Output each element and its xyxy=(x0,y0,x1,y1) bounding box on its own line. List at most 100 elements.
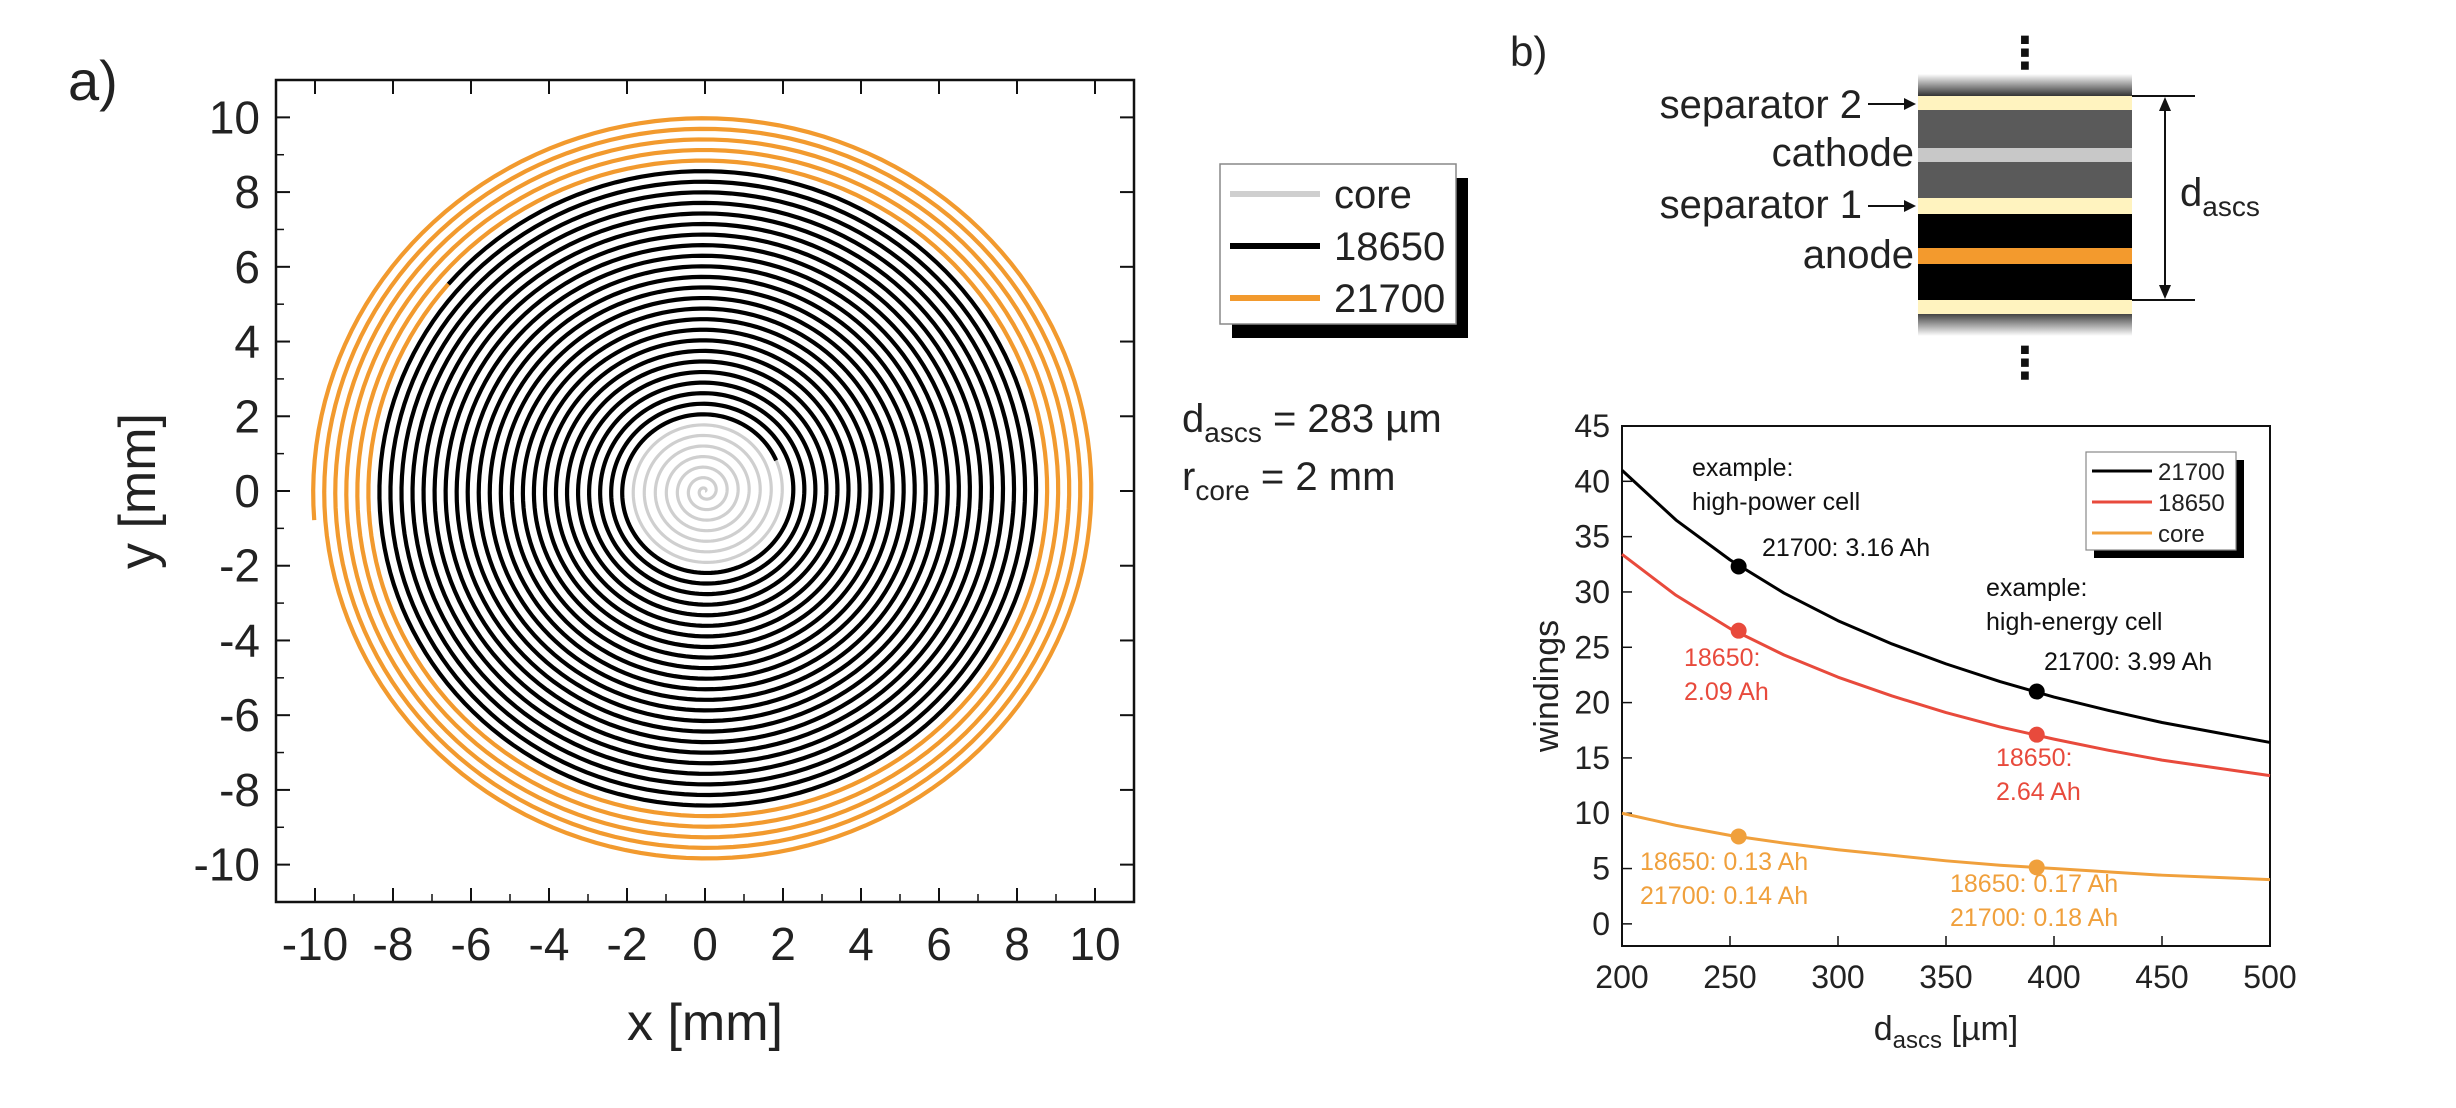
dimension-subscript: ascs xyxy=(2202,191,2260,222)
y-tick-label: -8 xyxy=(219,764,260,816)
panel-b-curves xyxy=(1620,469,2271,882)
annot-he-title-2: high-energy cell xyxy=(1986,608,2163,636)
y-tick-label: -6 xyxy=(219,689,260,741)
curve-core xyxy=(1621,811,2271,882)
x-tick-label: -6 xyxy=(451,918,492,970)
annot-he-18650-line2: 2.64 Ah xyxy=(1996,778,2081,806)
panel-a-y-axis-label: y [mm] xyxy=(109,413,167,569)
y-tick-label: -2 xyxy=(219,540,260,592)
y-tick-label: 0 xyxy=(234,465,260,517)
panel-a: a) -10 -8 -6 -4 -2 0 2 4 6 8 10-10-8-6-4-20246810 … xyxy=(68,49,1468,1052)
param-r-subscript: core xyxy=(1195,475,1249,506)
param-d-ascs: dascs = 283 µm xyxy=(1182,397,1442,448)
stack-fade-top xyxy=(1918,74,2132,96)
layer-separator-next xyxy=(1918,300,2132,314)
y-tick-label: 6 xyxy=(234,241,260,293)
b-y-tick-label: 10 xyxy=(1574,795,1610,831)
x-tick-label: 8 xyxy=(1004,918,1030,970)
x-tick-label: 6 xyxy=(926,918,952,970)
data-point-marker xyxy=(1730,558,1747,575)
data-point-marker xyxy=(2028,859,2045,876)
x-axis-symbol: d xyxy=(1874,1010,1893,1048)
annot-hp-core-line1: 18650: 0.13 Ah xyxy=(1640,848,1808,876)
y-tick-label: 2 xyxy=(234,390,260,442)
stack-dots-top: ⋮ xyxy=(2003,29,2047,78)
annot-he-18650-line1: 18650: xyxy=(1996,744,2072,772)
b-y-tick-label: 15 xyxy=(1574,740,1610,776)
legend-label-21700: 21700 xyxy=(1334,277,1445,321)
arrowhead-separator-2 xyxy=(1904,98,1916,110)
x-tick-label: -8 xyxy=(373,918,414,970)
annot-hp-18650-line1: 18650: xyxy=(1684,644,1760,672)
x-tick-label: -10 xyxy=(282,918,348,970)
b-y-tick-label: 5 xyxy=(1592,851,1610,887)
b-y-tick-label: 20 xyxy=(1574,685,1610,721)
b-x-tick-label: 450 xyxy=(2135,959,2188,995)
dimension-symbol: d xyxy=(2180,171,2202,215)
param-d-symbol: d xyxy=(1182,397,1204,441)
panel-a-x-axis-label: x [mm] xyxy=(627,994,783,1052)
x-tick-label: 2 xyxy=(770,918,796,970)
annot-hp-title-2: high-power cell xyxy=(1692,488,1860,516)
b-x-tick-label: 250 xyxy=(1703,959,1756,995)
annot-he-21700: 21700: 3.99 Ah xyxy=(2044,648,2212,676)
param-d-value: = 283 µm xyxy=(1262,397,1442,441)
x-axis-subscript: ascs xyxy=(1893,1027,1942,1054)
x-tick-label: 10 xyxy=(1069,918,1120,970)
annot-hp-21700: 21700: 3.16 Ah xyxy=(1762,534,1930,562)
curve-21700 xyxy=(1620,469,2271,744)
layer-anode-bottom xyxy=(1918,264,2132,300)
y-tick-label: 4 xyxy=(234,316,260,368)
x-tick-label: 4 xyxy=(848,918,874,970)
panel-b-ticks: 200 250 300 350 400 450 500 0 5 10 15 20 25 30 35 40 45 xyxy=(1574,408,2296,995)
dimension-arrowhead-bottom xyxy=(2159,285,2171,299)
annot-hp-core-line2: 21700: 0.14 Ah xyxy=(1640,882,1808,910)
panel-b-x-axis-label: dascs [µm] xyxy=(1874,1010,2019,1054)
x-tick-label: 0 xyxy=(692,918,718,970)
layer-anode-top xyxy=(1918,214,2132,248)
param-d-subscript: ascs xyxy=(1204,417,1262,448)
panel-a-label: a) xyxy=(68,49,118,112)
spiral-core xyxy=(631,423,784,564)
legend-b-label-21700: 21700 xyxy=(2158,459,2225,486)
layer-anode-current-collector xyxy=(1918,248,2132,264)
stack-fade-bottom xyxy=(1918,314,2132,336)
param-r-value: = 2 mm xyxy=(1250,455,1396,499)
data-point-marker xyxy=(2028,683,2045,700)
y-tick-label: 8 xyxy=(234,166,260,218)
panel-a-legend: core 18650 21700 xyxy=(1219,163,1468,338)
legend-label-18650: 18650 xyxy=(1334,225,1445,269)
layer-cathode-bottom xyxy=(1918,162,2132,198)
spiral-plot-area xyxy=(311,116,1094,861)
data-point-marker xyxy=(1730,828,1747,845)
annot-hp-18650-line2: 2.09 Ah xyxy=(1684,678,1769,706)
x-tick-label: -4 xyxy=(529,918,570,970)
x-axis-unit: [µm] xyxy=(1942,1010,2018,1048)
b-y-tick-label: 25 xyxy=(1574,629,1610,665)
y-tick-label: 10 xyxy=(209,91,260,143)
annot-he-title-1: example: xyxy=(1986,574,2087,602)
label-separator-1: separator 1 xyxy=(1660,183,1862,227)
panel-b-annotations: example: high-power cell 21700: 3.16 Ah … xyxy=(1640,454,2212,932)
label-cathode: cathode xyxy=(1772,131,1914,175)
data-point-marker xyxy=(1730,622,1747,639)
layer-separator-1 xyxy=(1918,198,2132,214)
layer-stack-diagram: ⋮ ⋮ separator 2 cathode separator 1 anod… xyxy=(1660,29,2260,388)
stack-dots-bottom: ⋮ xyxy=(2003,339,2047,388)
arrowhead-separator-1 xyxy=(1904,200,1916,212)
data-point-marker xyxy=(2028,726,2045,743)
panel-b: b) ⋮ ⋮ separator 2 xyxy=(1510,28,2297,1054)
panel-b-legend: 21700 18650 core xyxy=(2085,451,2244,558)
annot-hp-title-1: example: xyxy=(1692,454,1793,482)
b-y-tick-label: 0 xyxy=(1592,906,1610,942)
annot-he-core-line1: 18650: 0.17 Ah xyxy=(1950,870,2118,898)
layer-cathode-current-collector xyxy=(1918,148,2132,162)
b-x-tick-label: 350 xyxy=(1919,959,1972,995)
label-anode: anode xyxy=(1803,233,1914,277)
layer-separator-2 xyxy=(1918,96,2132,110)
panel-b-markers xyxy=(1730,558,2045,876)
b-x-tick-label: 500 xyxy=(2243,959,2296,995)
spiral-21700 xyxy=(311,116,1094,861)
y-tick-label: -10 xyxy=(194,839,260,891)
